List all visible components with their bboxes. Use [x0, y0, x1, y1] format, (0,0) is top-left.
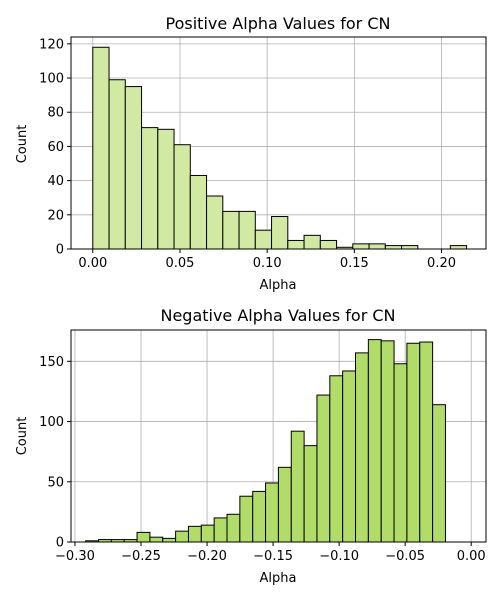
histogram-bar [380, 340, 395, 543]
y-axis-ticks: 0 50 100 150 [39, 355, 71, 551]
histogram-bar [384, 245, 403, 250]
histogram-bar [175, 530, 189, 543]
plot-frame [70, 329, 487, 543]
histogram-bar [342, 370, 357, 543]
histogram-bar [252, 490, 267, 543]
y-tick-label: 0 [56, 243, 64, 258]
y-axis-ticks: 0 20 40 60 80 100 120 [39, 37, 71, 258]
histogram-bar [238, 210, 256, 250]
y-tick-label: 60 [47, 140, 64, 155]
x-tick-label: 0.20 [427, 256, 456, 271]
y-tick-label: 150 [39, 355, 64, 370]
x-axis-label: Alpha [260, 278, 297, 293]
x-tick-label: 0.00 [457, 549, 486, 564]
y-tick-label: 80 [47, 106, 64, 121]
histogram-bar [352, 243, 370, 250]
histogram-bar [316, 394, 331, 543]
histogram-bar [226, 513, 241, 543]
x-axis-ticks: 0.00 0.05 0.10 0.15 0.20 [78, 249, 456, 271]
negative-alpha-chart: Negative Alpha Values for CN −0.30 −0.25−… [15, 306, 487, 586]
x-tick-label: −0.25 [121, 549, 161, 564]
histogram-bar [368, 243, 386, 250]
histogram-bar [329, 375, 344, 543]
histogram-bar [303, 445, 318, 543]
x-tick-label: −0.30 [55, 549, 95, 564]
x-tick-label: 0.00 [78, 256, 107, 271]
histogram-bar [265, 482, 279, 543]
x-tick-label: 0.15 [340, 256, 369, 271]
histogram-bar [206, 195, 224, 250]
positive-alpha-chart: Positive Alpha Values for CN 0.00 0.05 0.1… [15, 14, 487, 293]
plot-frame [70, 36, 487, 250]
x-tick-label: −0.15 [253, 549, 293, 564]
x-tick-label: 0.10 [253, 256, 282, 271]
histogram-bar [406, 342, 421, 543]
histogram-bar [432, 404, 446, 543]
histogram-bar [303, 234, 321, 250]
histogram-bar [200, 524, 215, 543]
histogram-bar [149, 536, 164, 543]
y-tick-label: 50 [47, 475, 64, 490]
histogram-bar [92, 46, 110, 250]
x-tick-label: −0.05 [385, 549, 425, 564]
histogram-bar [189, 174, 208, 250]
histogram-bar [419, 341, 434, 543]
y-axis-label: Count [15, 125, 30, 164]
y-tick-label: 20 [47, 208, 64, 223]
chart-title: Negative Alpha Values for CN [160, 306, 395, 325]
chart-title: Positive Alpha Values for CN [166, 14, 391, 33]
y-tick-label: 100 [39, 72, 64, 87]
histogram-bar [162, 537, 177, 543]
histogram-bar [173, 144, 191, 250]
histogram-bar [108, 79, 126, 250]
y-tick-label: 100 [39, 415, 64, 430]
x-tick-label: −0.10 [319, 549, 359, 564]
histogram-bars [92, 46, 468, 250]
y-tick-label: 120 [39, 37, 64, 52]
histogram-bar [277, 466, 292, 543]
histogram-bar [124, 86, 143, 250]
histogram-bar [239, 495, 254, 543]
x-axis-ticks: −0.30 −0.25 −0.20 −0.15 −0.10 −0.05 0.00 [55, 542, 486, 564]
x-tick-label: −0.20 [187, 549, 227, 564]
y-tick-label: 40 [47, 174, 64, 189]
histogram-bar [187, 525, 202, 543]
y-axis-label: Count [15, 417, 30, 456]
histogram-bar [136, 531, 151, 543]
histogram-bar [141, 127, 159, 250]
histogram-bar [319, 239, 338, 250]
histogram-bar [290, 430, 305, 543]
y-tick-label: 0 [56, 536, 64, 551]
histogram-bar [254, 229, 273, 250]
histogram-bar [401, 245, 419, 250]
histogram-bar [213, 517, 228, 543]
histogram-bar [393, 363, 408, 543]
histogram-bar [157, 128, 175, 250]
histogram-bar [271, 216, 289, 250]
histogram-bar [287, 239, 305, 250]
x-axis-label: Alpha [260, 571, 297, 586]
histogram-bars [85, 339, 446, 543]
x-tick-label: 0.05 [166, 256, 195, 271]
histogram-bar [367, 339, 382, 543]
histogram-bar [222, 210, 240, 250]
histogram-bar [449, 245, 468, 250]
histogram-bar [355, 352, 369, 543]
